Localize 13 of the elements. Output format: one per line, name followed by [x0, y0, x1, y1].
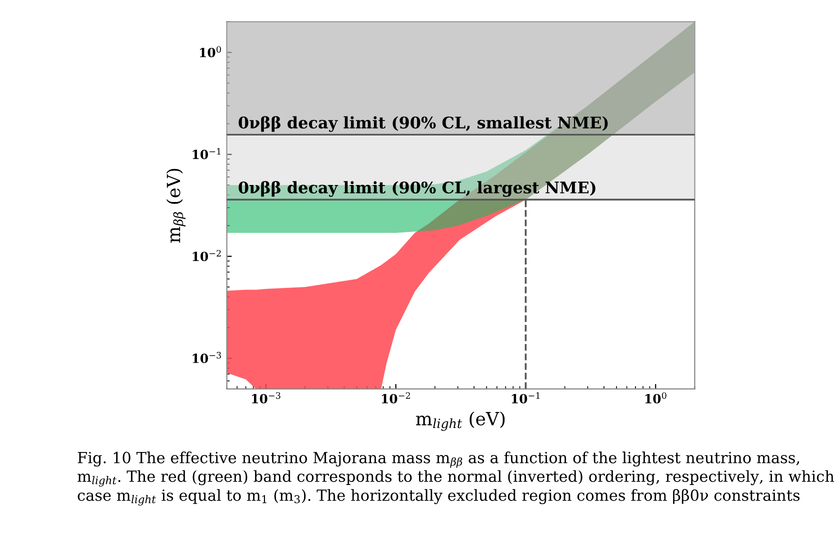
x-tick-label: 10$^{−3}$	[252, 392, 280, 404]
y-tick-label: 10$^{−2}$	[192, 250, 221, 262]
ref-line-label: 0νββ decay limit (90% CL, smallest NME)	[238, 116, 608, 132]
x-tick-label: 10$^{−2}$	[382, 392, 410, 404]
y-tick-label: 10$^{−3}$	[192, 352, 221, 364]
ref-line-label: 0νββ decay limit (90% CL, largest NME)	[238, 181, 596, 197]
x-tick-label: 10$^{−1}$	[512, 392, 540, 404]
x-tick-label: 10$^{0}$	[645, 392, 666, 404]
text: Fig. 10 The effective neutrino Majorana mass m$_{ββ}$ as a function of the lightest neutrino mass, m$_{light}$. The red (green) band corresponds to the normal (inverted) ordering, respectively, in which case m$_{light}$ is equal to m$_{1}$ (m$_{3}$). The horizontally excluded region comes from ββ0ν constraints	[78, 452, 834, 506]
x-axis-title: m$_{light}$ (eV)	[416, 411, 505, 431]
y-tick-label: 10$^{0}$	[200, 46, 221, 58]
y-axis-title: m$_{ββ}$ (eV)	[166, 168, 186, 243]
y-tick-label: 10$^{−1}$	[192, 148, 220, 160]
